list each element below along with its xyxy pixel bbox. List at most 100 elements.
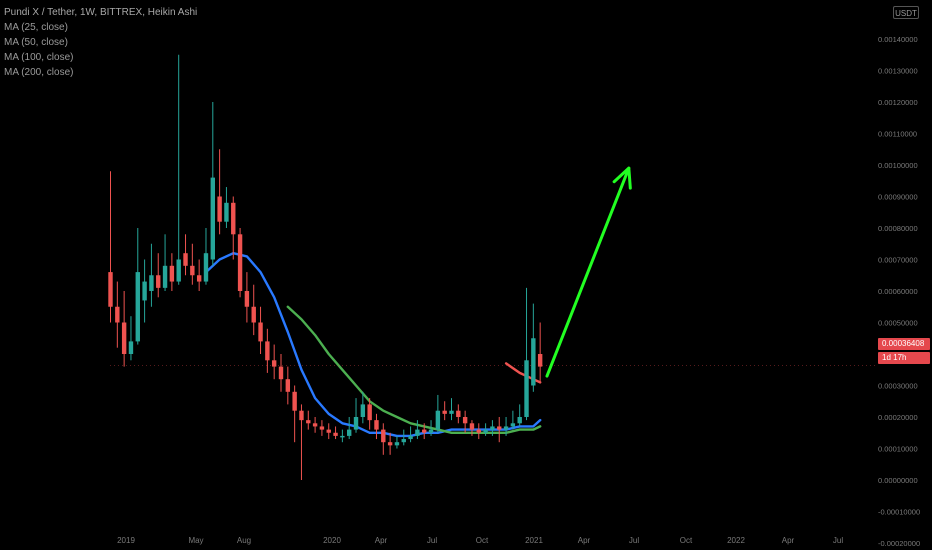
candle: [176, 54, 181, 285]
y-tick-label: 0.00110000: [878, 130, 917, 139]
candle-body: [347, 429, 352, 436]
candle: [278, 354, 284, 392]
price-axis[interactable]: 0.00140000 0.00130000 0.00120000 0.00110000…: [878, 35, 920, 548]
candle: [510, 410, 516, 430]
candle: [237, 228, 243, 298]
candle: [162, 234, 168, 291]
candle: [217, 149, 222, 235]
arrow-shaft: [545, 166, 631, 378]
candle: [483, 423, 488, 436]
candle-body: [319, 426, 325, 430]
candle-body: [401, 439, 406, 443]
y-tick-label: 0.00130000: [878, 67, 918, 76]
time-axis[interactable]: 2019 May Aug 2020 Apr Jul Oct 2021 Apr Jul Oct 2022…: [117, 536, 843, 545]
candle: [476, 423, 481, 440]
candle: [135, 228, 140, 345]
candle-body: [524, 360, 529, 417]
candle: [503, 417, 509, 436]
x-tick-label: Jul: [833, 536, 843, 545]
candle: [497, 417, 502, 443]
candle: [128, 316, 134, 361]
candle-body: [312, 423, 318, 427]
candle: [415, 420, 420, 440]
candle-body: [299, 410, 304, 421]
y-tick-label: 0.00060000: [878, 287, 918, 296]
candle-body: [510, 423, 516, 427]
candle-body: [176, 259, 181, 282]
candle: [108, 171, 113, 323]
candle-body: [271, 360, 277, 367]
candle-body: [162, 265, 168, 288]
candle-body: [381, 429, 386, 443]
x-tick-label: Jul: [629, 536, 639, 545]
candle: [224, 187, 229, 228]
candle-body: [374, 420, 379, 430]
study-ma-50[interactable]: MA (50, close): [4, 37, 68, 48]
candle-body: [169, 265, 175, 282]
y-tick-label: 0.00000000: [878, 476, 918, 485]
candle: [149, 243, 154, 307]
candle-body: [367, 404, 372, 421]
candle: [292, 385, 297, 443]
candle-body: [278, 366, 284, 380]
candle: [456, 404, 461, 424]
candle: [462, 410, 468, 433]
candle-body: [333, 432, 338, 436]
x-tick-label: Apr: [782, 536, 795, 545]
chart-legend: Pundi X / Tether, 1W, BITTREX, Heikin As…: [4, 5, 197, 80]
candle-body: [121, 322, 127, 354]
study-ma-200[interactable]: MA (200, close): [4, 67, 74, 78]
candle: [306, 410, 311, 430]
candle-body: [422, 429, 427, 433]
candle: [319, 420, 325, 436]
x-tick-label: Aug: [237, 536, 251, 545]
candle: [490, 420, 495, 436]
candle: [387, 432, 393, 455]
candle-body: [244, 291, 250, 307]
candle-body: [203, 253, 209, 282]
candle-body: [503, 426, 509, 430]
y-tick-label: 0.00140000: [878, 35, 918, 44]
candle-body: [237, 234, 243, 291]
candle-body: [517, 417, 522, 424]
symbol-title[interactable]: Pundi X / Tether, 1W, BITTREX, Heikin As…: [4, 7, 198, 18]
candle: [326, 423, 331, 440]
candle: [190, 243, 195, 285]
candle: [196, 259, 202, 291]
candle: [340, 429, 345, 443]
candle: [394, 435, 400, 449]
candle: [251, 284, 256, 336]
current-price-badge: 0.00036408: [878, 338, 930, 350]
candle: [353, 398, 359, 433]
candle: [312, 417, 318, 433]
candle: [360, 391, 366, 424]
candle: [142, 259, 147, 323]
candle-body: [469, 423, 475, 430]
candle-body: [353, 417, 359, 430]
currency-label[interactable]: USDT: [893, 6, 919, 19]
candle-body: [360, 404, 366, 417]
candle: [115, 281, 120, 348]
candle-body: [224, 202, 229, 222]
x-tick-label: Oct: [476, 536, 489, 545]
candle-body: [415, 429, 420, 436]
candle-body: [135, 272, 140, 342]
x-tick-label: 2020: [323, 536, 341, 545]
candle: [231, 196, 236, 260]
candle: [401, 429, 406, 446]
candle: [442, 401, 447, 421]
candle-body: [408, 435, 413, 440]
candle-body: [476, 429, 481, 433]
candle: [156, 253, 161, 298]
x-tick-label: Oct: [680, 536, 693, 545]
candle-body: [442, 410, 447, 414]
candle-body: [115, 306, 120, 323]
candle: [347, 417, 352, 440]
study-ma-25[interactable]: MA (25, close): [4, 22, 68, 33]
x-tick-label: 2022: [727, 536, 745, 545]
study-ma-100[interactable]: MA (100, close): [4, 52, 74, 63]
candle-body: [428, 429, 434, 433]
candle-body: [265, 341, 270, 361]
candle: [285, 366, 291, 405]
